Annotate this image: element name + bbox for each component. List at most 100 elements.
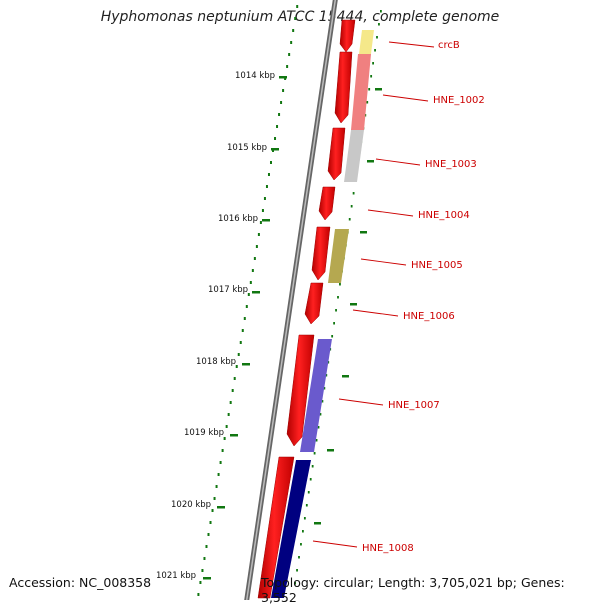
map-title: Hyphomonas neptunium ATCC 15444, complet…: [100, 9, 500, 25]
scale-dot: [376, 36, 378, 39]
scale-dot: [278, 113, 281, 116]
topology-label: Topology:: [261, 575, 320, 590]
scale-dot: [294, 17, 297, 20]
topology-value: circular: [323, 575, 370, 590]
scale-dot: [350, 205, 353, 208]
scale-dot: [215, 485, 218, 488]
scale-dot: [197, 593, 200, 596]
scale-dot: [217, 473, 220, 476]
scale-tick: [242, 363, 250, 366]
gene-label: HNE_1002: [433, 95, 485, 106]
gene-label: HNE_1006: [403, 311, 455, 322]
scale-dot: [321, 400, 324, 403]
scale-dot: [229, 401, 232, 404]
scale-label: 1021 kbp: [156, 571, 196, 581]
gene-label-leader: [388, 41, 435, 48]
scale-tick: [367, 160, 374, 163]
scale-dot: [323, 387, 326, 390]
scale-dot: [245, 305, 248, 308]
gene-label-leader: [367, 209, 414, 217]
scale-tick: [375, 88, 382, 91]
accession-info: Accession: NC_008358: [9, 575, 151, 590]
scale-label: 1014 kbp: [235, 71, 275, 81]
accession-label: Accession:: [9, 575, 76, 590]
scale-dot: [286, 65, 289, 68]
scale-tick: [279, 76, 287, 79]
scale-dot: [380, 10, 382, 13]
gene-label-leader: [312, 540, 358, 548]
scale-dot: [243, 317, 246, 320]
scale-dot: [368, 88, 371, 91]
scale-dot: [227, 413, 230, 416]
scale-label: 1016 kbp: [218, 214, 258, 224]
gene-arrow: [311, 226, 331, 281]
scale-tick: [262, 219, 270, 222]
scale-dot: [274, 137, 277, 140]
gene-label: HNE_1008: [362, 543, 414, 554]
scale-dot: [247, 293, 250, 296]
scale-dot: [261, 209, 264, 212]
gene-feature-block: [328, 229, 349, 283]
scale-dot: [317, 426, 320, 429]
scale-dot: [309, 478, 312, 481]
scale-dot: [333, 322, 335, 325]
scale-dot: [296, 569, 298, 572]
scale-dot: [249, 281, 252, 284]
scale-dot: [298, 556, 300, 559]
scale-dot: [231, 389, 234, 392]
scale-dot: [352, 192, 355, 195]
scale-tick: [203, 577, 211, 580]
gene-arrow: [318, 186, 336, 221]
scale-dot: [307, 491, 310, 494]
scale-dot: [253, 257, 256, 260]
scale-ticks: [203, 76, 382, 580]
scale-dot: [211, 509, 214, 512]
scale-tick: [314, 522, 321, 525]
scale-tick: [252, 291, 260, 294]
scale-dot: [201, 569, 204, 572]
scale-dot: [219, 461, 222, 464]
scale-label: 1017 kbp: [208, 285, 248, 295]
scale-labels: 1014 kbp 1015 kbp 1016 kbp 1017 kbp 1018 kbp…: [156, 71, 275, 581]
scale-dot: [303, 517, 306, 520]
scale-dot: [296, 5, 299, 8]
scale-tick: [271, 148, 279, 151]
scale-dot: [280, 101, 283, 104]
gene-arrow: [334, 51, 353, 124]
scale-dot: [241, 329, 244, 332]
scale-dot: [239, 341, 242, 344]
scale-dot: [207, 533, 210, 536]
length-value: 3,705,021 bp: [429, 575, 513, 590]
scale-label: 1015 kbp: [227, 143, 267, 153]
scale-dot: [305, 504, 308, 507]
gene-features: [257, 19, 374, 599]
scale-dot: [337, 296, 339, 299]
gene-label: HNE_1005: [411, 260, 463, 271]
scale-dot: [339, 283, 341, 286]
gene-arrow: [304, 282, 324, 325]
scale-dot: [315, 439, 318, 442]
scale-dot: [203, 557, 206, 560]
scale-dot: [251, 269, 254, 272]
gene-label-leader: [352, 309, 399, 317]
scale-tick: [230, 434, 238, 437]
scale-dot: [259, 221, 262, 224]
scale-label: 1019 kbp: [184, 428, 224, 438]
gene-label-leader: [338, 398, 384, 406]
scale-dot: [335, 309, 337, 312]
scale-dot: [257, 233, 260, 236]
genome-summary: Topology: circular; Length: 3,705,021 bp…: [261, 575, 565, 605]
accession-value: NC_008358: [79, 575, 152, 590]
scale-tick: [350, 303, 357, 306]
scale-dot: [269, 161, 272, 164]
gene-label: HNE_1004: [418, 210, 470, 221]
scale-dot: [205, 545, 208, 548]
scale-dot: [276, 125, 279, 128]
scale-dot: [267, 173, 270, 176]
scale-dot: [325, 374, 328, 377]
gene-label-leader: [360, 258, 407, 266]
scale-dot: [292, 29, 295, 32]
scale-tick: [217, 506, 225, 509]
label-leaders: [312, 41, 435, 548]
